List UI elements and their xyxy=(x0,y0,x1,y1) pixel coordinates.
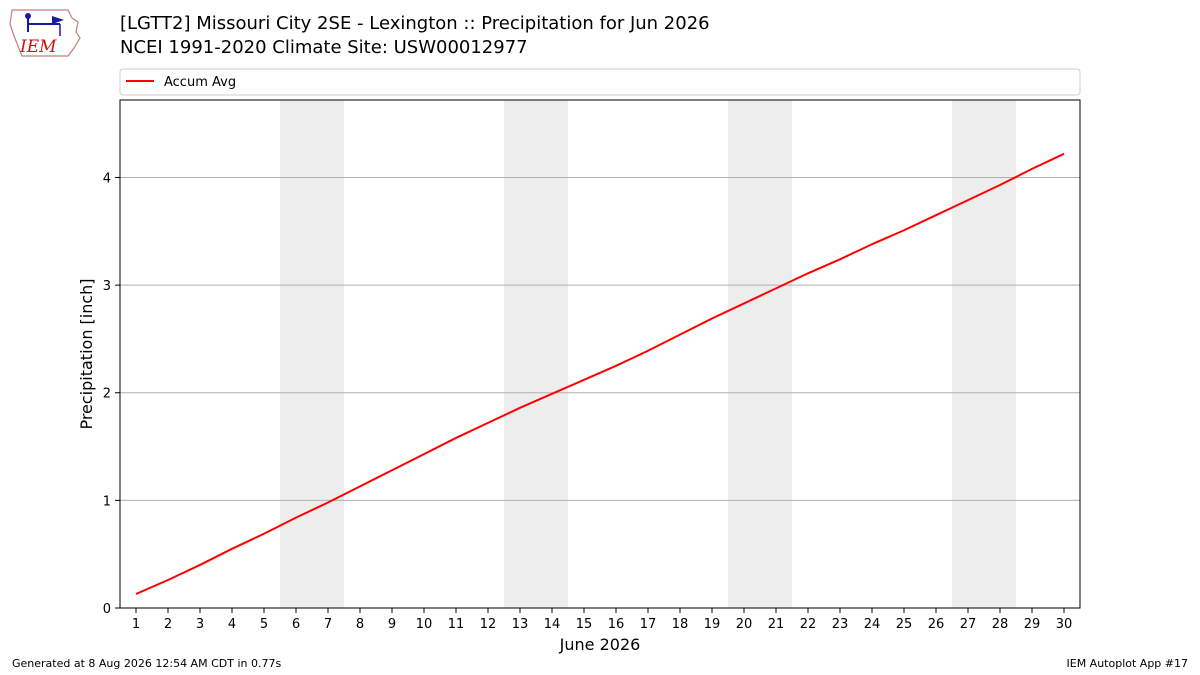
x-tick-label: 6 xyxy=(292,617,300,632)
x-tick-label: 21 xyxy=(768,617,785,632)
chart-title: [LGTT2] Missouri City 2SE - Lexington ::… xyxy=(120,13,710,34)
x-tick-label: 29 xyxy=(1024,617,1041,632)
x-tick-label: 24 xyxy=(864,617,881,632)
x-tick-label: 14 xyxy=(544,617,561,632)
plot-frame xyxy=(119,99,1081,609)
x-tick-label: 26 xyxy=(928,617,945,632)
y-axis-label: Precipitation [inch] xyxy=(77,278,96,429)
weekend-shade xyxy=(504,100,568,608)
x-tick-label: 28 xyxy=(992,617,1009,632)
iem-logo: IEM xyxy=(9,9,81,57)
y-tick-label: 1 xyxy=(103,494,111,509)
x-tick-label: 25 xyxy=(896,617,913,632)
x-tick-label: 4 xyxy=(228,617,236,632)
weekend-shade xyxy=(728,100,792,608)
x-tick-label: 30 xyxy=(1056,617,1073,632)
legend-box xyxy=(119,68,1081,96)
generated-timestamp: Generated at 8 Aug 2026 12:54 AM CDT in … xyxy=(12,657,282,670)
x-tick-label: 3 xyxy=(196,617,204,632)
x-tick-label: 8 xyxy=(356,617,364,632)
weekend-shade xyxy=(952,100,1016,608)
x-tick-label: 17 xyxy=(640,617,657,632)
y-tick-label: 4 xyxy=(103,171,111,186)
x-axis-label: June 2026 xyxy=(559,635,641,654)
legend-label: Accum Avg xyxy=(164,75,236,90)
x-tick-label: 13 xyxy=(512,617,529,632)
x-tick-label: 1 xyxy=(132,617,140,632)
x-tick-label: 23 xyxy=(832,617,849,632)
x-tick-label: 19 xyxy=(704,617,721,632)
series-line xyxy=(135,152,1065,595)
y-tick-label: 0 xyxy=(103,602,111,617)
x-tick-label: 20 xyxy=(736,617,753,632)
app-label: IEM Autoplot App #17 xyxy=(1066,657,1189,670)
x-tick-label: 15 xyxy=(576,617,593,632)
x-tick-label: 7 xyxy=(324,617,332,632)
x-tick-label: 22 xyxy=(800,617,817,632)
x-tick-label: 16 xyxy=(608,617,625,632)
x-tick-label: 12 xyxy=(480,617,497,632)
x-tick-label: 18 xyxy=(672,617,689,632)
x-tick-label: 9 xyxy=(388,617,396,632)
x-tick-label: 10 xyxy=(416,617,433,632)
svg-text:IEM: IEM xyxy=(19,37,57,57)
x-tick-label: 2 xyxy=(164,617,172,632)
y-tick-label: 3 xyxy=(103,279,111,294)
y-tick-label: 2 xyxy=(103,387,111,402)
x-tick-label: 11 xyxy=(448,617,465,632)
x-tick-label: 27 xyxy=(960,617,977,632)
x-tick-label: 5 xyxy=(260,617,268,632)
chart-subtitle: NCEI 1991-2020 Climate Site: USW00012977 xyxy=(120,37,528,58)
weekend-shade xyxy=(280,100,344,608)
